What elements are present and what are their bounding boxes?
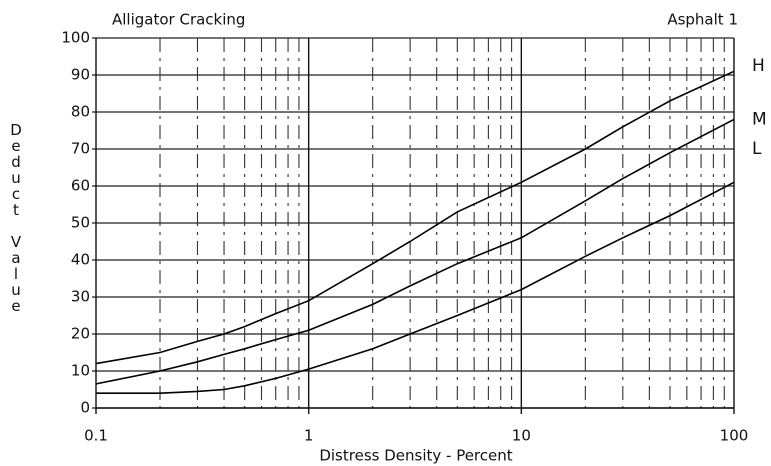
y-tick-label: 40 [71, 251, 90, 269]
series-label: L [752, 139, 762, 159]
y-tick-label: 30 [71, 288, 90, 306]
x-tick-label: 10 [512, 427, 531, 445]
chart-title: Alligator Cracking [112, 11, 245, 29]
y-tick-label: 0 [80, 399, 90, 417]
y-tick-label: 90 [71, 66, 90, 84]
chart-subtitle: Asphalt 1 [667, 11, 738, 29]
series-line [95, 118, 735, 385]
y-tick-label: 10 [71, 362, 90, 380]
y-tick-label: 60 [71, 177, 90, 195]
series-label: H [752, 56, 765, 76]
y-tick-label: 100 [61, 29, 90, 47]
x-tick-label: 0.1 [84, 427, 108, 445]
x-tick-label: 100 [720, 427, 749, 445]
x-axis-label: Distress Density - Percent [319, 447, 512, 465]
y-tick-label: 70 [71, 140, 90, 158]
series-line [96, 181, 735, 394]
y-tick-label: 20 [71, 325, 90, 343]
y-tick-label: 50 [71, 214, 90, 232]
series-label: M [752, 109, 767, 129]
y-tick-label: 80 [71, 103, 90, 121]
series-line [95, 70, 735, 365]
x-tick-label: 1 [304, 427, 314, 445]
